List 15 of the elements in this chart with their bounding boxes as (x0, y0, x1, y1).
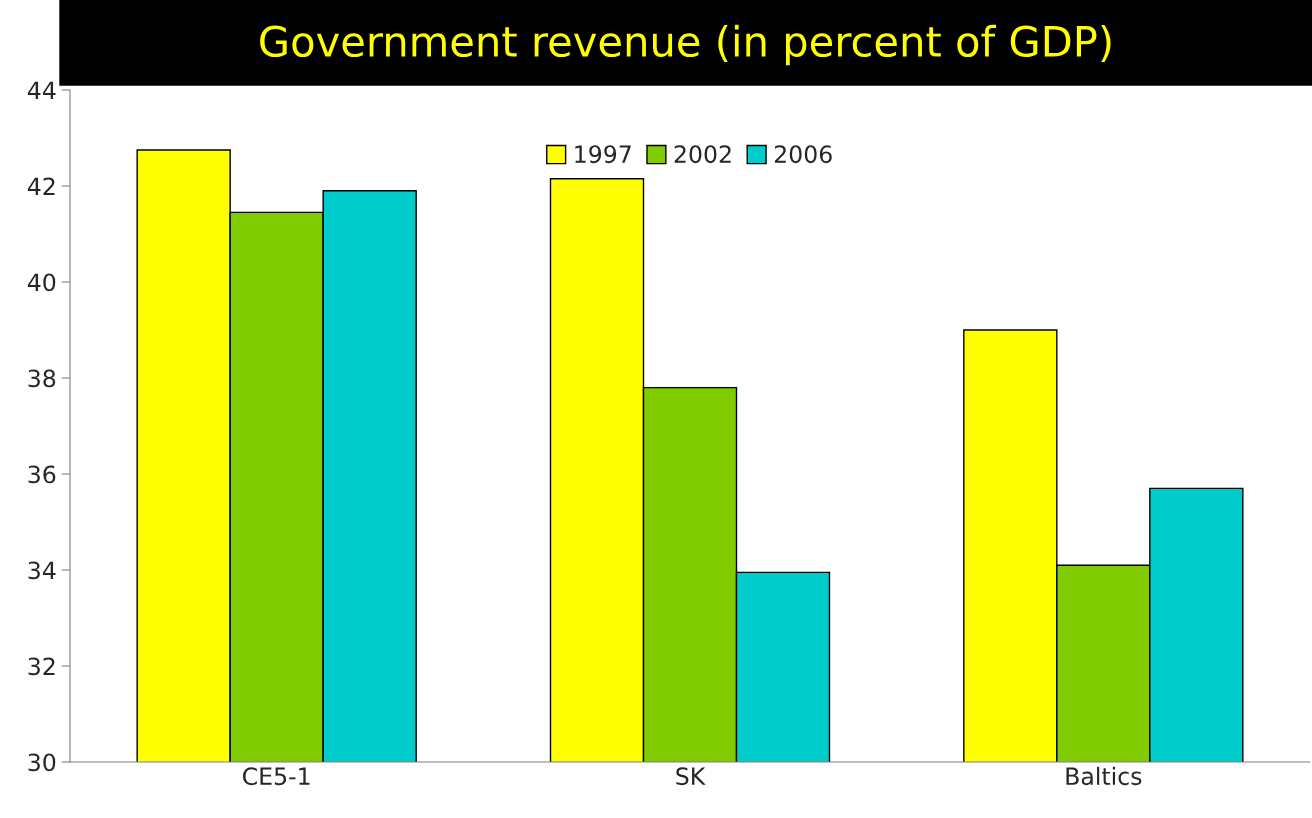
y-tick-label: 30 (28, 753, 56, 772)
y-tick-label: 36 (28, 465, 56, 484)
x-tick-label: Baltics (1066, 766, 1142, 786)
legend-label: 2002 (674, 145, 731, 164)
x-tick-label: CE5-1 (243, 767, 310, 786)
y-tick-label: 32 (28, 657, 55, 676)
y-tick-label: 40 (27, 273, 56, 292)
chart-title: Government revenue (in percent of GDP) (260, 24, 1111, 66)
y-tick-label: 42 (27, 177, 55, 195)
x-tick-label: SK (676, 767, 706, 786)
y-tick-label: 44 (27, 81, 56, 99)
legend-label: 1997 (575, 145, 631, 164)
legend-label: 2006 (774, 145, 832, 164)
y-tick-label: 38 (28, 369, 56, 388)
y-tick-label: 34 (28, 561, 56, 580)
